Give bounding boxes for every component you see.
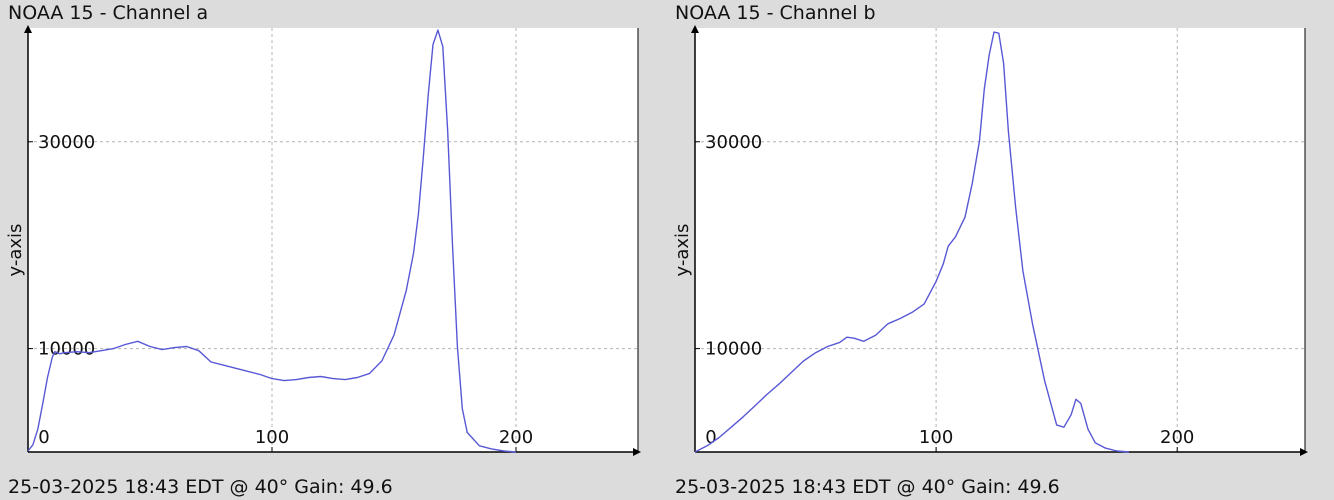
y-axis-label: y-axis — [672, 224, 693, 277]
x-tick-label: 0 — [38, 427, 49, 448]
plot-area — [695, 28, 1305, 452]
plot-area — [28, 28, 638, 452]
x-tick-label: 100 — [919, 427, 953, 448]
y-axis-arrow — [691, 25, 699, 33]
x-tick-label: 0 — [705, 427, 716, 448]
chart-panel-a: NOAA 15 - Channel a 0 100 200 10000 30000 y-a… — [5, 2, 641, 498]
chart-footer: 25-03-2025 18:43 EDT @ 40° Gain: 49.6 — [675, 476, 1060, 498]
chart-title: NOAA 15 - Channel a — [8, 2, 209, 24]
y-tick-label: 30000 — [705, 132, 762, 153]
x-tick-label: 100 — [255, 427, 289, 448]
y-axis-label: y-axis — [5, 224, 26, 277]
y-axis-arrow — [24, 25, 32, 33]
chart-footer: 25-03-2025 18:43 EDT @ 40° Gain: 49.6 — [8, 476, 393, 498]
chart-title: NOAA 15 - Channel b — [675, 2, 876, 24]
series-line — [27, 29, 517, 453]
y-tick-label: 10000 — [705, 339, 762, 360]
y-tick-label: 30000 — [38, 132, 95, 153]
y-tick-label: 10000 — [38, 339, 95, 360]
chart-a-plot: 0 100 200 10000 30000 y-axis — [5, 25, 641, 456]
x-tick-label: 200 — [1160, 427, 1194, 448]
x-tick-label: 200 — [499, 427, 533, 448]
chart-panel-b: NOAA 15 - Channel b 0 100 200 10000 30000 y-a… — [667, 0, 1334, 500]
chart-b-plot: 0 100 200 10000 30000 y-axis — [672, 25, 1308, 456]
x-axis-arrow — [1300, 448, 1308, 456]
series-line — [694, 31, 1130, 453]
x-axis-arrow — [633, 448, 641, 456]
